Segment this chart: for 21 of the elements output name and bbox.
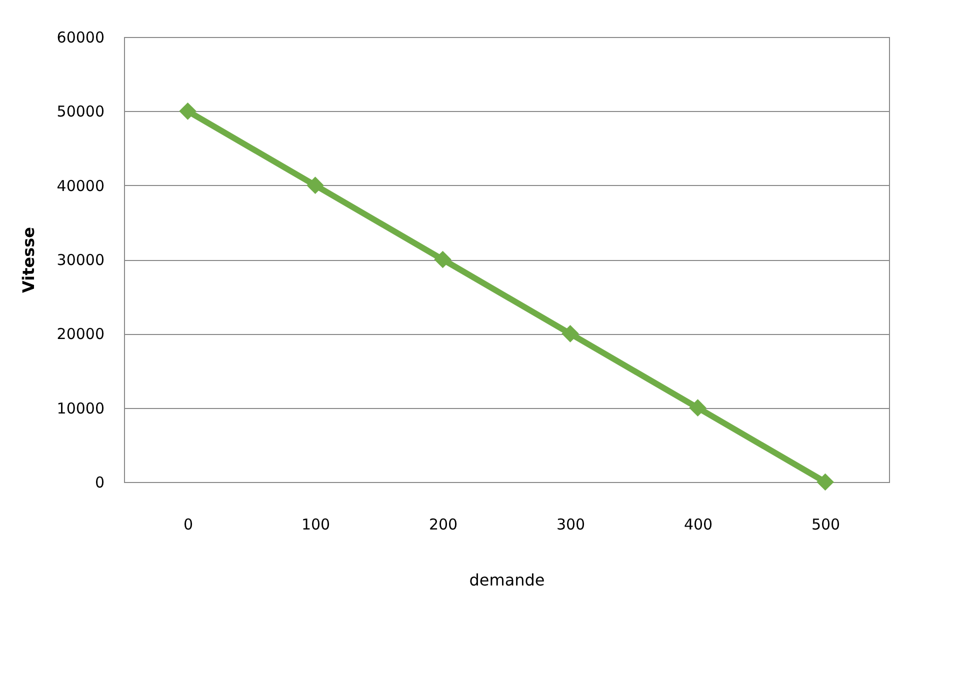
x-tick-label: 0 (183, 516, 194, 534)
y-tick-label: 20000 (56, 325, 104, 344)
point (816, 473, 834, 491)
x-tick-label: 500 (811, 516, 840, 534)
y-tick-label: 0 (94, 474, 104, 492)
y-tick-label: 10000 (56, 399, 104, 418)
x-tick-label: 300 (556, 516, 586, 534)
point (562, 325, 579, 342)
y-tick-label: 60000 (56, 28, 104, 46)
x-axis-title: demande (469, 570, 545, 590)
y-tick-label: 50000 (56, 102, 104, 121)
point (179, 102, 196, 120)
point (434, 250, 452, 268)
x-tick-label: 400 (684, 516, 713, 534)
x-tick-label: 100 (301, 516, 330, 534)
y-axis-title: Vitesse (18, 226, 38, 293)
point (306, 176, 324, 194)
y-tick-label: 40000 (56, 176, 104, 195)
y-tick-label: 30000 (56, 251, 104, 269)
x-tick-label: 200 (428, 516, 458, 534)
point (689, 399, 706, 416)
